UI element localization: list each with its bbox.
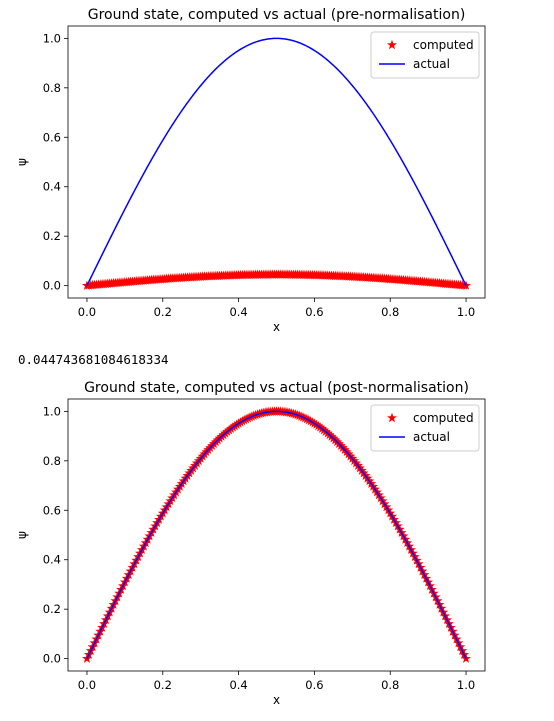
legend-label: computed	[413, 411, 474, 425]
series-actual-line	[86, 37, 467, 286]
x-tick-label: 1.0	[457, 678, 475, 692]
legend-label: actual	[413, 57, 450, 71]
x-axis-label: x	[273, 693, 280, 707]
x-tick-label: 0.4	[229, 305, 247, 319]
x-tick-label: 0.6	[305, 305, 323, 319]
y-tick-label: 0.4	[43, 553, 61, 567]
legend-label: actual	[413, 430, 450, 444]
legend-marker-star	[387, 412, 397, 423]
y-axis-label: ψ	[15, 531, 29, 539]
y-axis-label: ψ	[15, 158, 29, 166]
x-tick-label: 0.8	[381, 305, 399, 319]
y-tick-label: 0.0	[43, 279, 61, 293]
x-tick-label: 0.2	[154, 305, 172, 319]
x-tick-label: 1.0	[457, 305, 475, 319]
x-tick-label: 0.6	[305, 678, 323, 692]
chart-title: Ground state, computed vs actual (pre-no…	[88, 7, 466, 23]
legend-label: computed	[413, 38, 474, 52]
y-tick-label: 0.2	[43, 602, 61, 616]
chart-post-normalisation: Ground state, computed vs actual (post-n…	[15, 380, 486, 707]
y-tick-label: 0.6	[43, 130, 61, 144]
x-tick-label: 0.8	[381, 678, 399, 692]
chart-pre-normalisation: Ground state, computed vs actual (pre-no…	[15, 7, 486, 334]
plot-area	[82, 37, 471, 290]
x-tick-label: 0.2	[154, 678, 172, 692]
y-tick-label: 0.8	[43, 81, 61, 95]
series-computed	[82, 269, 471, 290]
y-tick-label: 1.0	[43, 31, 61, 45]
legend-marker-star	[387, 39, 397, 50]
y-tick-label: 0.6	[43, 503, 61, 517]
y-tick-label: 1.0	[43, 404, 61, 418]
normalisation-constant-output: 0.044743681084618334	[18, 352, 169, 367]
x-axis-label: x	[273, 320, 280, 334]
legend: computed actual	[370, 31, 480, 79]
y-tick-label: 0.0	[43, 652, 61, 666]
axes-frame	[67, 398, 486, 672]
x-tick-label: 0.0	[78, 678, 96, 692]
axes-frame	[67, 25, 486, 299]
y-tick-label: 0.8	[43, 454, 61, 468]
x-tick-label: 0.4	[229, 678, 247, 692]
y-tick-label: 0.4	[43, 180, 61, 194]
chart-title: Ground state, computed vs actual (post-n…	[84, 380, 469, 396]
legend: computed actual	[370, 404, 480, 452]
legend-box	[370, 31, 480, 79]
series-actual-line	[86, 410, 467, 659]
legend-box	[370, 404, 480, 452]
plot-area	[82, 406, 471, 663]
x-tick-label: 0.0	[78, 305, 96, 319]
y-tick-label: 0.2	[43, 229, 61, 243]
